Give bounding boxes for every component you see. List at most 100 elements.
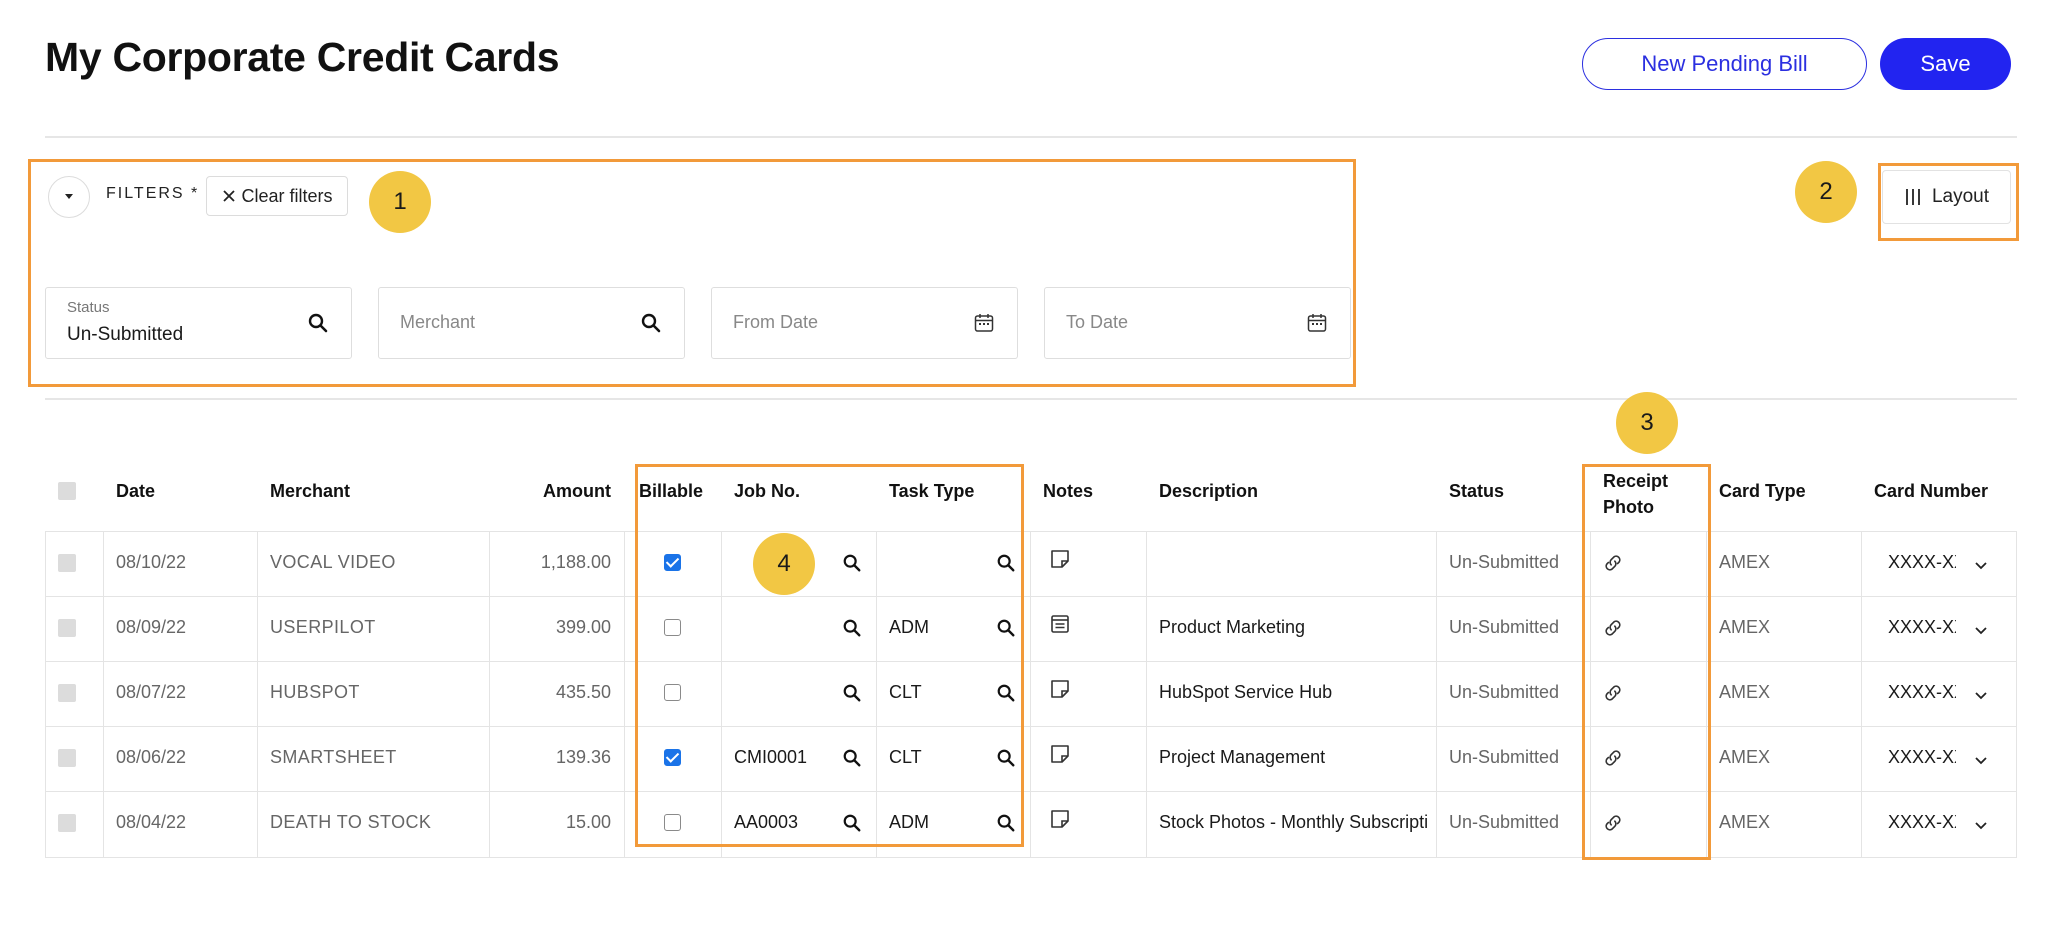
header-divider [45,136,2017,138]
billable-checkbox[interactable] [664,684,681,701]
filters-toggle-button[interactable] [48,176,90,218]
header-card-type[interactable]: Card Type [1719,481,1806,501]
sticky-note-icon[interactable] [1049,743,1071,765]
header-date[interactable]: Date [116,481,156,501]
header-billable[interactable]: Billable [639,481,704,501]
chevron-down-icon[interactable] [1974,818,1988,830]
billable-checkbox[interactable] [664,814,681,831]
chevron-down-icon[interactable] [1974,623,1988,635]
new-pending-bill-button[interactable]: New Pending Bill [1582,38,1867,90]
save-button[interactable]: Save [1880,38,2011,90]
search-icon[interactable] [996,813,1016,833]
search-icon[interactable] [842,683,862,703]
task-type-cell[interactable]: CLT [889,747,922,767]
chevron-down-icon[interactable] [1974,753,1988,765]
link-icon[interactable] [1602,682,1624,704]
search-icon[interactable] [842,618,862,638]
layout-button[interactable]: Layout [1882,170,2011,224]
billable-checkbox[interactable] [664,554,681,571]
col-divider [876,531,877,858]
clear-filters-button[interactable]: Clear filters [206,176,348,216]
header-task-type[interactable]: Task Type [889,481,975,501]
header-merchant[interactable]: Merchant [270,481,351,501]
header-notes[interactable]: Notes [1043,481,1094,501]
status-filter[interactable]: Status Un-Submitted [45,287,352,359]
from-date-filter[interactable]: From Date [711,287,1018,359]
search-icon[interactable] [640,312,662,334]
row-select-checkbox[interactable] [58,684,76,702]
header-amount[interactable]: Amount [543,481,611,501]
task-type-cell[interactable]: ADM [889,812,929,832]
row-select-checkbox[interactable] [58,814,76,832]
row-divider [45,661,2017,662]
search-icon[interactable] [996,553,1016,573]
task-type-cell[interactable]: ADM [889,617,929,637]
merchant-filter[interactable]: Merchant [378,287,685,359]
header-job-no[interactable]: Job No. [734,481,800,501]
card-number-cell: XXXX-XXXX [1888,747,1956,767]
row-select-checkbox[interactable] [58,554,76,572]
search-icon[interactable] [996,618,1016,638]
note-lines-icon[interactable] [1049,613,1071,635]
billable-checkbox[interactable] [664,619,681,636]
from-date-placeholder: From Date [733,312,819,332]
link-icon[interactable] [1602,617,1624,639]
transactions-grid [45,531,2017,858]
annotation-marker-3: 3 [1616,392,1678,454]
card-type-cell: AMEX [1719,682,1771,702]
status-filter-label: Status [67,299,110,316]
card-type-cell: AMEX [1719,747,1771,767]
job-no-cell[interactable]: AA0003 [734,812,799,832]
description-cell[interactable]: Project Management [1159,747,1326,767]
card-type-cell: AMEX [1719,617,1771,637]
row-select-checkbox[interactable] [58,619,76,637]
header-receipt-photo-line2: Photo [1603,497,1654,517]
to-date-filter[interactable]: To Date [1044,287,1351,359]
date-cell: 08/10/22 [116,552,187,572]
link-icon[interactable] [1602,747,1624,769]
sticky-note-icon[interactable] [1049,548,1071,570]
sticky-note-icon[interactable] [1049,678,1071,700]
columns-icon [1906,189,1920,205]
link-icon[interactable] [1602,552,1624,574]
billable-checkbox[interactable] [664,749,681,766]
header-status[interactable]: Status [1449,481,1505,501]
header-description[interactable]: Description [1159,481,1259,501]
status-cell: Un-Submitted [1449,682,1560,702]
search-icon[interactable] [842,748,862,768]
chevron-down-icon[interactable] [1974,558,1988,570]
col-divider [1590,531,1591,858]
header-card-number[interactable]: Card Number [1874,481,1989,501]
header-receipt-photo[interactable]: Receipt Photo [1603,468,1668,520]
row-select-checkbox[interactable] [58,749,76,767]
select-all-checkbox[interactable] [58,482,76,500]
search-icon[interactable] [842,813,862,833]
sticky-note-icon[interactable] [1049,808,1071,830]
search-icon[interactable] [842,553,862,573]
col-divider [1436,531,1437,858]
col-divider [1861,531,1862,858]
col-divider [103,531,104,858]
search-icon[interactable] [996,748,1016,768]
task-type-cell[interactable]: CLT [889,682,922,702]
row-divider [45,596,2017,597]
description-cell[interactable]: Product Marketing [1159,617,1306,637]
calendar-icon[interactable] [1306,312,1328,334]
annotation-box-layout [1878,163,2019,241]
amount-cell: 15.00 [565,812,611,832]
calendar-icon[interactable] [973,312,995,334]
search-icon[interactable] [307,312,329,334]
search-icon[interactable] [996,683,1016,703]
link-icon[interactable] [1602,812,1624,834]
job-no-cell[interactable]: CMI0001 [734,747,808,767]
row-divider [45,791,2017,792]
merchant-cell: DEATH TO STOCK [270,812,432,832]
filters-divider [45,398,2017,400]
chevron-down-icon[interactable] [1974,688,1988,700]
amount-cell: 435.50 [555,682,611,702]
close-icon [223,190,236,202]
amount-cell: 1,188.00 [540,552,611,572]
description-cell[interactable]: Stock Photos - Monthly Subscription [1159,812,1427,832]
description-cell[interactable]: HubSpot Service Hub [1159,682,1333,702]
col-divider [1030,531,1031,858]
